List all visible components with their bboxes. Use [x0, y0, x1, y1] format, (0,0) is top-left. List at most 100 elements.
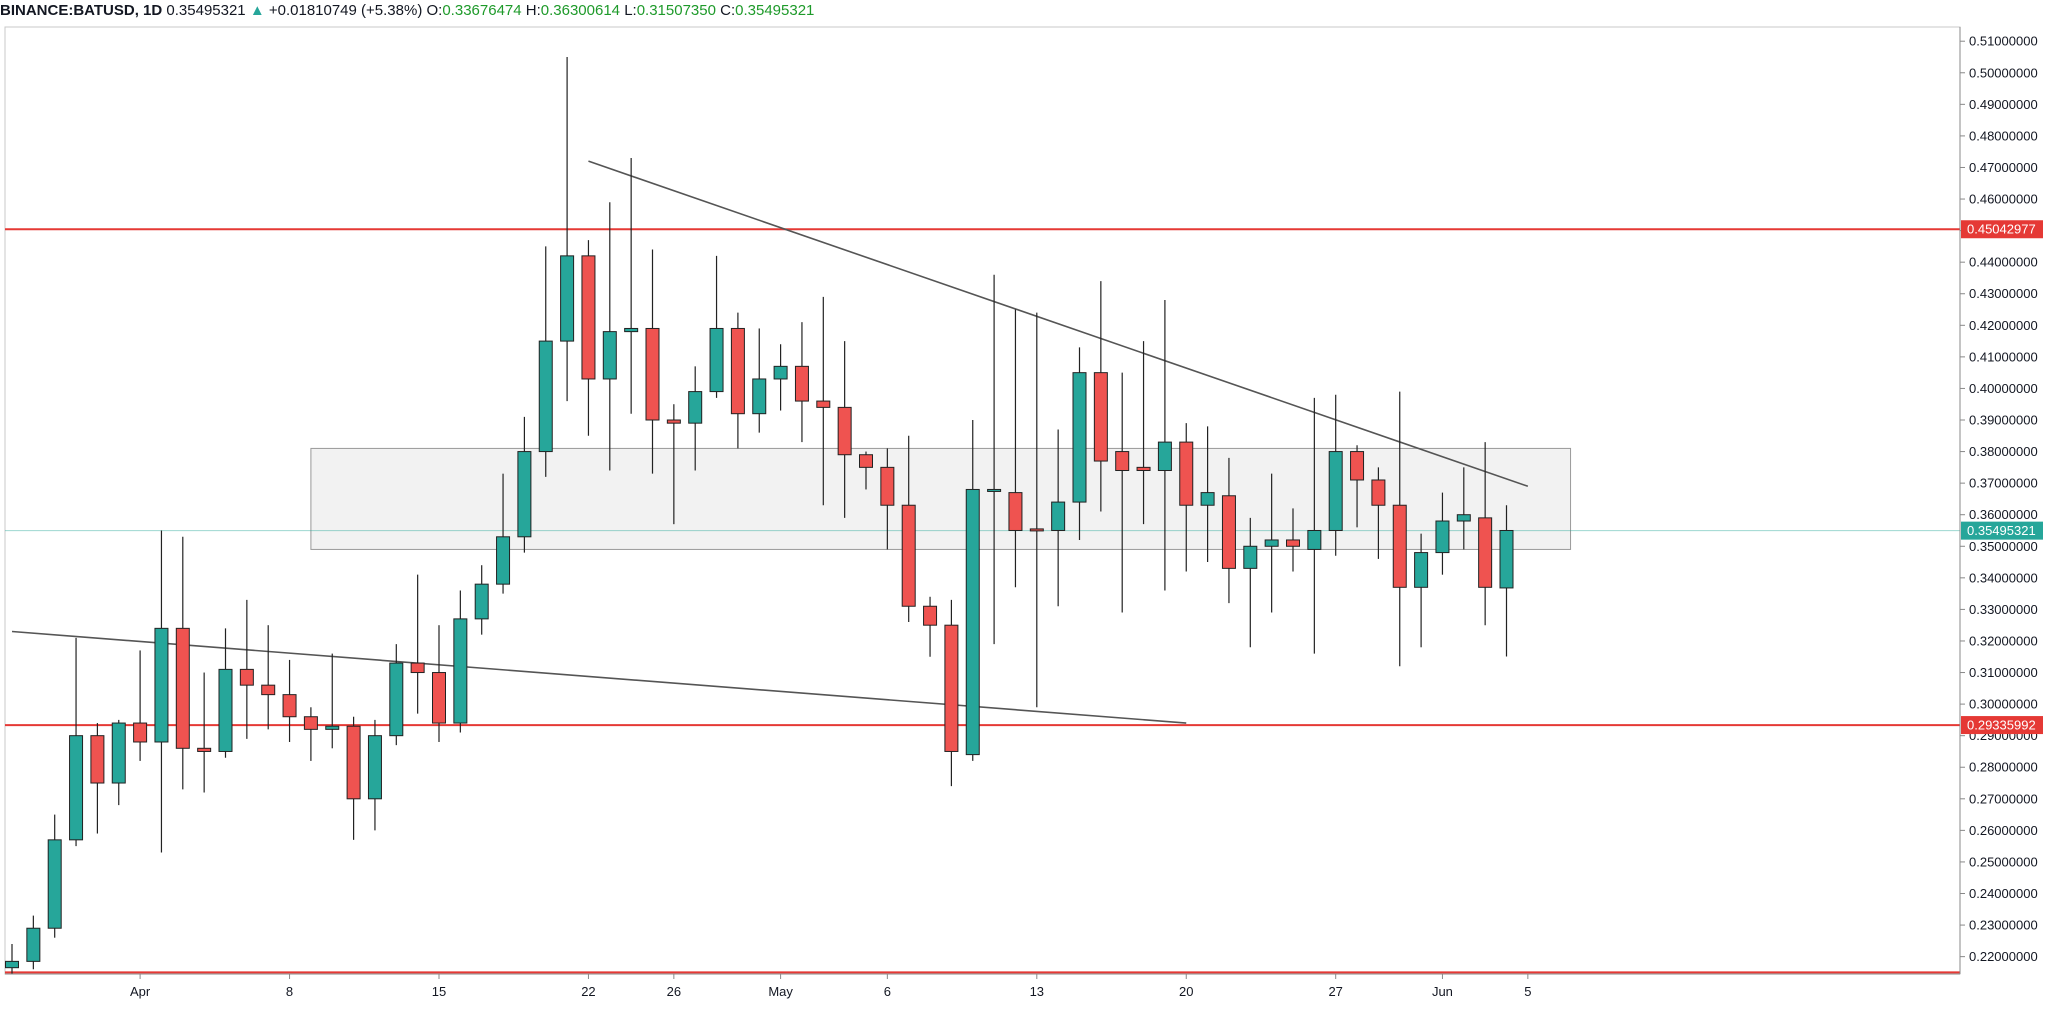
- candle: [1392, 391, 1407, 667]
- candle: [581, 240, 596, 436]
- time-tick-label: 26: [667, 984, 681, 999]
- candle-body: [1115, 451, 1130, 472]
- candle: [1414, 533, 1429, 648]
- candle: [389, 644, 404, 746]
- candle-body: [325, 725, 340, 730]
- candle: [1157, 300, 1172, 591]
- candle: [666, 404, 681, 525]
- candle-body: [538, 340, 553, 453]
- time-tick-label: 22: [581, 984, 595, 999]
- candle: [111, 719, 126, 806]
- candle: [1093, 281, 1108, 512]
- candle: [496, 473, 511, 594]
- candle-body: [239, 668, 254, 686]
- candle: [432, 625, 446, 742]
- level-badge-label: 0.29335992: [1967, 718, 2036, 733]
- price-tick-label: 0.48000000: [1969, 128, 2038, 143]
- high-label: H:: [525, 2, 541, 19]
- candle: [987, 274, 1002, 645]
- candle: [538, 246, 553, 477]
- candle: [1115, 372, 1130, 613]
- current-price-badge-bg: [1961, 521, 2043, 540]
- candle-body: [432, 672, 446, 724]
- price-axis[interactable]: 0.22000000 0.23000000 0.24000000 0.25000000…: [1959, 27, 2038, 974]
- price-tick-label: 0.44000000: [1969, 255, 2038, 270]
- candle-body: [1414, 552, 1429, 588]
- high-value: 0.36300614: [540, 2, 621, 19]
- time-tick-label: 27: [1328, 984, 1342, 999]
- candle: [624, 158, 639, 414]
- candle: [944, 599, 959, 787]
- time-tick-label: 6: [884, 984, 891, 999]
- price-tick-label: 0.38000000: [1969, 444, 2038, 459]
- candle-body: [1328, 451, 1343, 531]
- open-value: 0.33676474: [442, 2, 522, 19]
- candle-body: [1499, 529, 1514, 589]
- trendline: [11, 630, 1187, 724]
- candle: [923, 596, 938, 657]
- candle: [1350, 445, 1365, 528]
- candle: [346, 716, 361, 840]
- last-price: 0.35495321: [166, 2, 246, 19]
- candle: [517, 416, 532, 553]
- candle-body: [218, 668, 233, 752]
- time-tick-label: 5: [1524, 984, 1531, 999]
- candle-body: [1072, 372, 1087, 503]
- candle-body: [5, 960, 19, 969]
- chart-header: BINANCE:BATUSD, 1D 0.35495321 ▲ +0.01810…: [0, 0, 1960, 22]
- time-tick-label: 15: [432, 984, 446, 999]
- candle-body: [1286, 539, 1300, 547]
- candle-body: [346, 725, 361, 800]
- candle-body: [666, 419, 681, 424]
- price-badges: 0.45042977 0.29335992 0.35495321: [1961, 220, 2043, 735]
- time-tick-label: Jun: [1432, 984, 1453, 999]
- candle: [901, 435, 916, 623]
- trendline: [588, 160, 1529, 488]
- candle-body: [1350, 451, 1365, 481]
- candle: [218, 628, 233, 758]
- candle: [1029, 312, 1044, 708]
- candle-body: [111, 722, 126, 784]
- candle: [325, 653, 340, 749]
- time-tick-label: 20: [1179, 984, 1193, 999]
- price-tick-label: 0.35000000: [1969, 539, 2038, 554]
- candle-body: [282, 694, 297, 718]
- price-tick-label: 0.39000000: [1969, 413, 2038, 428]
- candle-body: [517, 451, 532, 538]
- price-tick-label: 0.31000000: [1969, 665, 2038, 680]
- price-tick-label: 0.26000000: [1969, 823, 2038, 838]
- price-tick-label: 0.22000000: [1969, 949, 2038, 964]
- price-tick-label: 0.46000000: [1969, 192, 2038, 207]
- candle-body: [1008, 492, 1023, 531]
- candle: [560, 56, 575, 402]
- candle: [154, 530, 169, 853]
- candle: [1243, 517, 1258, 648]
- candle: [645, 249, 660, 474]
- candle: [1136, 341, 1151, 525]
- candle-body: [923, 605, 938, 626]
- price-tick-label: 0.23000000: [1969, 918, 2038, 933]
- candle: [880, 448, 895, 550]
- price-tick-label: 0.27000000: [1969, 791, 2038, 806]
- time-tick-label: 13: [1030, 984, 1044, 999]
- candle-body: [1221, 495, 1236, 569]
- candle: [688, 366, 703, 471]
- candle-body: [175, 627, 190, 749]
- candle-body: [1435, 520, 1450, 554]
- candle-body: [154, 627, 169, 743]
- current-price-badge-label: 0.35495321: [1967, 523, 2036, 538]
- price-tick-label: 0.33000000: [1969, 602, 2038, 617]
- candle-body: [773, 365, 788, 380]
- candle: [261, 625, 276, 730]
- candle-body: [1243, 545, 1258, 569]
- candle-body: [794, 365, 809, 402]
- time-axis[interactable]: Apr 8 15 22 26 May 6 13 20 27 Jun 5: [5, 973, 1960, 999]
- candle-body: [1029, 528, 1044, 532]
- candle-body: [496, 536, 511, 585]
- candle: [859, 451, 873, 490]
- candle-body: [1136, 466, 1151, 472]
- candle: [1072, 347, 1087, 540]
- candle: [453, 590, 468, 733]
- price-tick-label: 0.43000000: [1969, 286, 2038, 301]
